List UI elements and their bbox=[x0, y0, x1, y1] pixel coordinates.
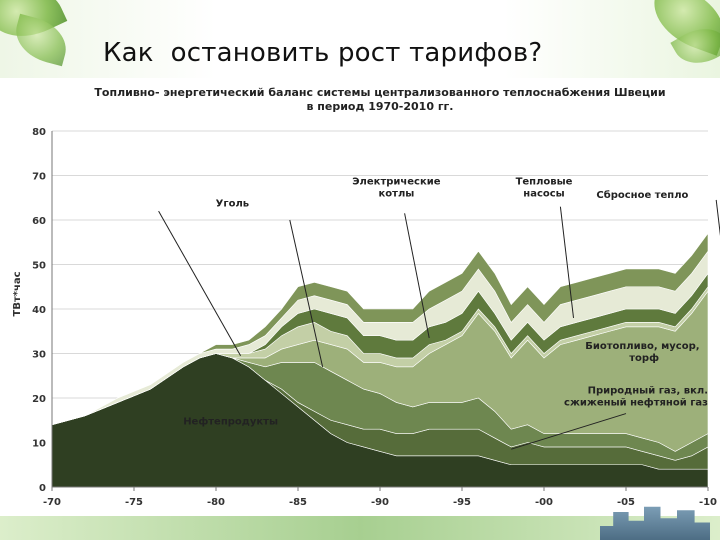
annotation-leader-line bbox=[158, 210, 242, 356]
annotation-label: Электрические котлы bbox=[352, 176, 441, 199]
chart-title: Топливно- энергетический баланс системы … bbox=[80, 86, 680, 114]
annotation-label: Биотопливо, мусор, торф bbox=[585, 341, 699, 364]
y-tick-label: 80 bbox=[32, 127, 46, 138]
annotation-line: сжиженый нефтяной газ bbox=[564, 397, 708, 409]
annotation-leader-line bbox=[511, 413, 627, 450]
annotation-line: торф bbox=[626, 352, 659, 364]
annotation-leader-line bbox=[715, 199, 720, 237]
y-tick-label: 0 bbox=[39, 483, 46, 494]
x-tick-label: -10 bbox=[699, 497, 717, 508]
x-tick-label: -95 bbox=[453, 497, 471, 508]
y-tick-label: 10 bbox=[32, 439, 46, 450]
chart-title-line-2: в период 1970-2010 гг. bbox=[306, 100, 454, 113]
y-tick-label: 20 bbox=[32, 394, 46, 405]
annotation-line: Природный газ, вкл. bbox=[588, 386, 708, 397]
annotation-line: Нефтепродукты bbox=[183, 416, 278, 428]
y-axis-label: ТВт*час bbox=[12, 271, 23, 316]
annotation-label: Уголь bbox=[216, 199, 249, 210]
slide-header bbox=[0, 0, 720, 78]
x-tick-label: -70 bbox=[43, 497, 61, 508]
annotation-leader-line bbox=[404, 213, 430, 339]
y-tick-label: 30 bbox=[32, 350, 46, 361]
y-tick-label: 50 bbox=[32, 261, 46, 272]
annotation-line: Электрические bbox=[352, 176, 441, 187]
annotation-label: Тепловые насосы bbox=[516, 176, 573, 199]
annotation-line: Биотопливо, мусор, bbox=[585, 341, 699, 352]
chart-title-line-1: Топливно- энергетический баланс системы … bbox=[94, 86, 666, 99]
annotation-leader-line bbox=[559, 206, 575, 318]
annotation-line: Сбросное тепло bbox=[596, 189, 688, 201]
annotation-leader-line bbox=[289, 219, 324, 367]
annotation-label: Нефтепродукты bbox=[183, 416, 278, 428]
x-tick-label: -80 bbox=[207, 497, 225, 508]
x-tick-label: -05 bbox=[617, 497, 635, 508]
y-tick-label: 40 bbox=[32, 305, 46, 316]
annotation-line: Уголь bbox=[216, 199, 249, 210]
annotation-line: котлы bbox=[378, 188, 414, 199]
city-buildings-icon bbox=[600, 506, 710, 540]
x-tick-label: -00 bbox=[535, 497, 553, 508]
annotation-line: Тепловые bbox=[516, 176, 573, 187]
x-tick-label: -85 bbox=[289, 497, 307, 508]
annotation-label: Сбросное тепло bbox=[596, 189, 688, 201]
annotation-label: Природный газ, вкл. сжиженый нефтяной газ bbox=[564, 386, 708, 409]
x-tick-label: -75 bbox=[125, 497, 143, 508]
annotation-line: насосы bbox=[523, 188, 564, 199]
x-tick-label: -90 bbox=[371, 497, 389, 508]
y-tick-label: 60 bbox=[32, 216, 46, 227]
y-tick-label: 70 bbox=[32, 172, 46, 183]
slide-title: Как остановить рост тарифов? bbox=[103, 38, 543, 68]
area-series-8 bbox=[51, 232, 709, 425]
